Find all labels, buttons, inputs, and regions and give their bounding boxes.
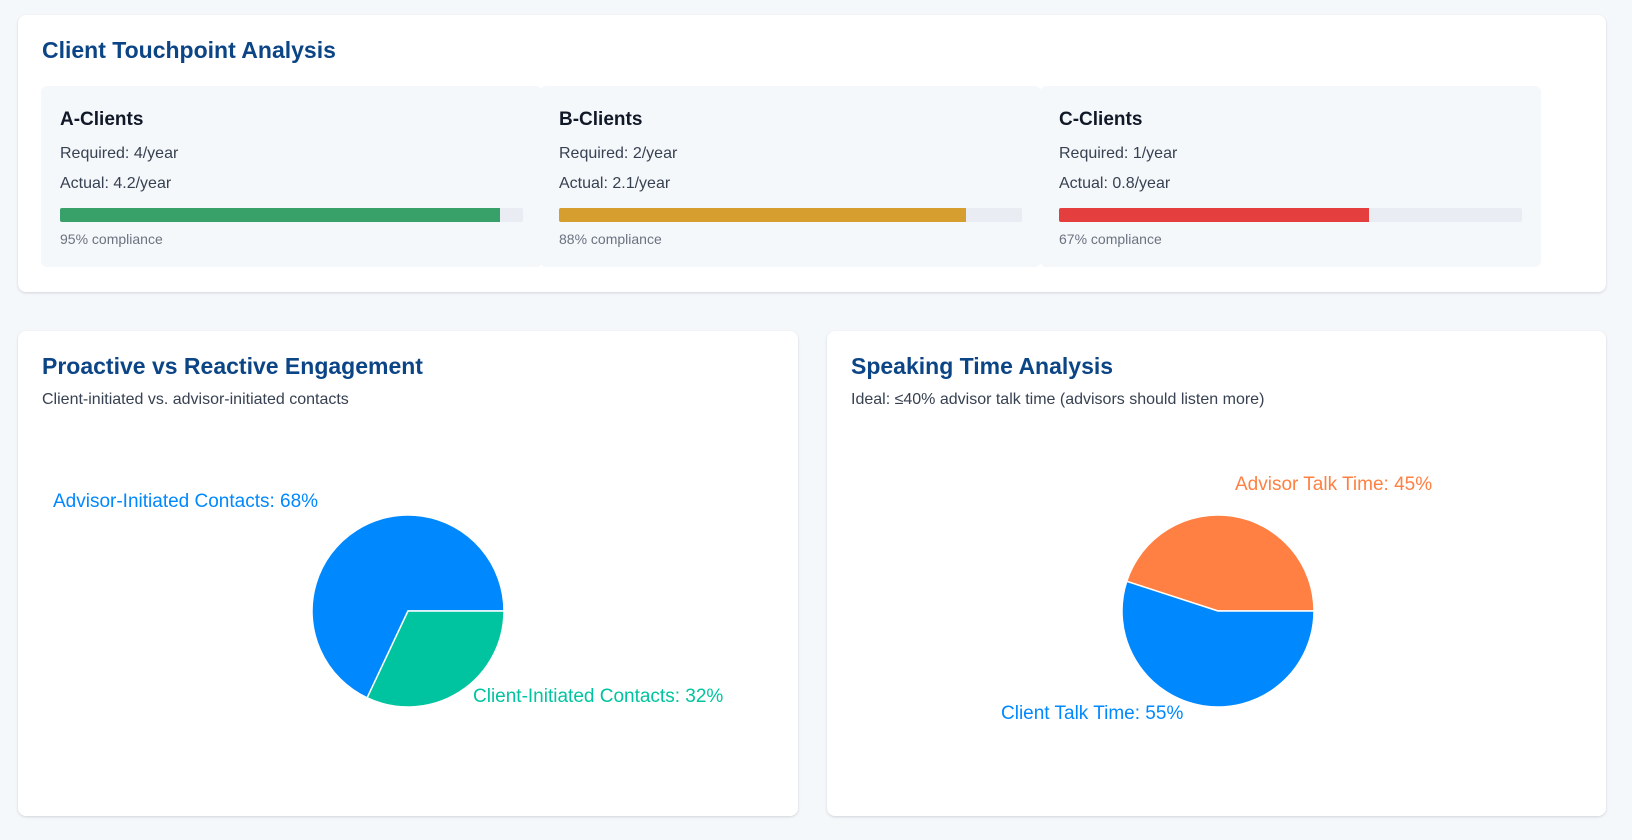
compliance-bar-fill (60, 208, 500, 222)
compliance-bar-track (60, 208, 523, 222)
compliance-bar-fill (1059, 208, 1370, 222)
compliance-label: 95% compliance (60, 231, 163, 247)
segment-card-a-clients: A-Clients Required: 4/year Actual: 4.2/y… (41, 86, 542, 267)
proactive-pie-chart: Advisor-Initiated Contacts: 68% Client-In… (53, 491, 723, 708)
touchpoint-title: Client Touchpoint Analysis (42, 37, 336, 63)
compliance-label: 88% compliance (559, 231, 662, 247)
touchpoint-card: Client Touchpoint Analysis A-Clients Req… (18, 15, 1606, 292)
pie-slice (1121, 580, 1315, 708)
segment-required: Required: 1/year (1059, 145, 1178, 162)
compliance-bar-fill (559, 208, 967, 222)
segment-actual: Actual: 0.8/year (1059, 175, 1171, 192)
pie-slice (1125, 514, 1315, 612)
segment-name: C-Clients (1059, 109, 1143, 130)
segment-name: B-Clients (559, 109, 643, 130)
segment-required: Required: 4/year (60, 145, 179, 162)
compliance-label: 67% compliance (1059, 231, 1162, 247)
pie-slice (366, 610, 505, 708)
proactive-subtitle: Client-initiated vs. advisor-initiated c… (42, 391, 349, 408)
segment-name: A-Clients (60, 109, 144, 130)
segment-card-c-clients: C-Clients Required: 1/year Actual: 0.8/y… (1040, 86, 1541, 267)
speaking-title: Speaking Time Analysis (851, 353, 1114, 379)
segment-actual: Actual: 4.2/year (60, 175, 172, 192)
proactive-card: Proactive vs Reactive Engagement Client-… (18, 331, 798, 816)
speaking-subtitle: Ideal: ≤40% advisor talk time (advisors … (851, 391, 1265, 408)
speaking-pie-chart: Advisor Talk Time: 45% Client Talk Time: … (1001, 474, 1432, 724)
segment-required: Required: 2/year (559, 145, 678, 162)
proactive-title: Proactive vs Reactive Engagement (42, 353, 423, 379)
pie-slice-label: Advisor-Initiated Contacts: 68% (53, 491, 318, 512)
pie-slice-label: Client Talk Time: 55% (1001, 703, 1183, 724)
compliance-bar-track (1059, 208, 1522, 222)
compliance-bar-track (559, 208, 1022, 222)
segment-actual: Actual: 2.1/year (559, 175, 671, 192)
segment-card-b-clients: B-Clients Required: 2/year Actual: 2.1/y… (540, 86, 1041, 267)
pie-slice-label: Client-Initiated Contacts: 32% (473, 686, 723, 707)
speaking-card: Speaking Time Analysis Ideal: ≤40% advis… (827, 331, 1606, 816)
pie-slice-label: Advisor Talk Time: 45% (1235, 474, 1432, 495)
pie-slice (311, 514, 505, 699)
